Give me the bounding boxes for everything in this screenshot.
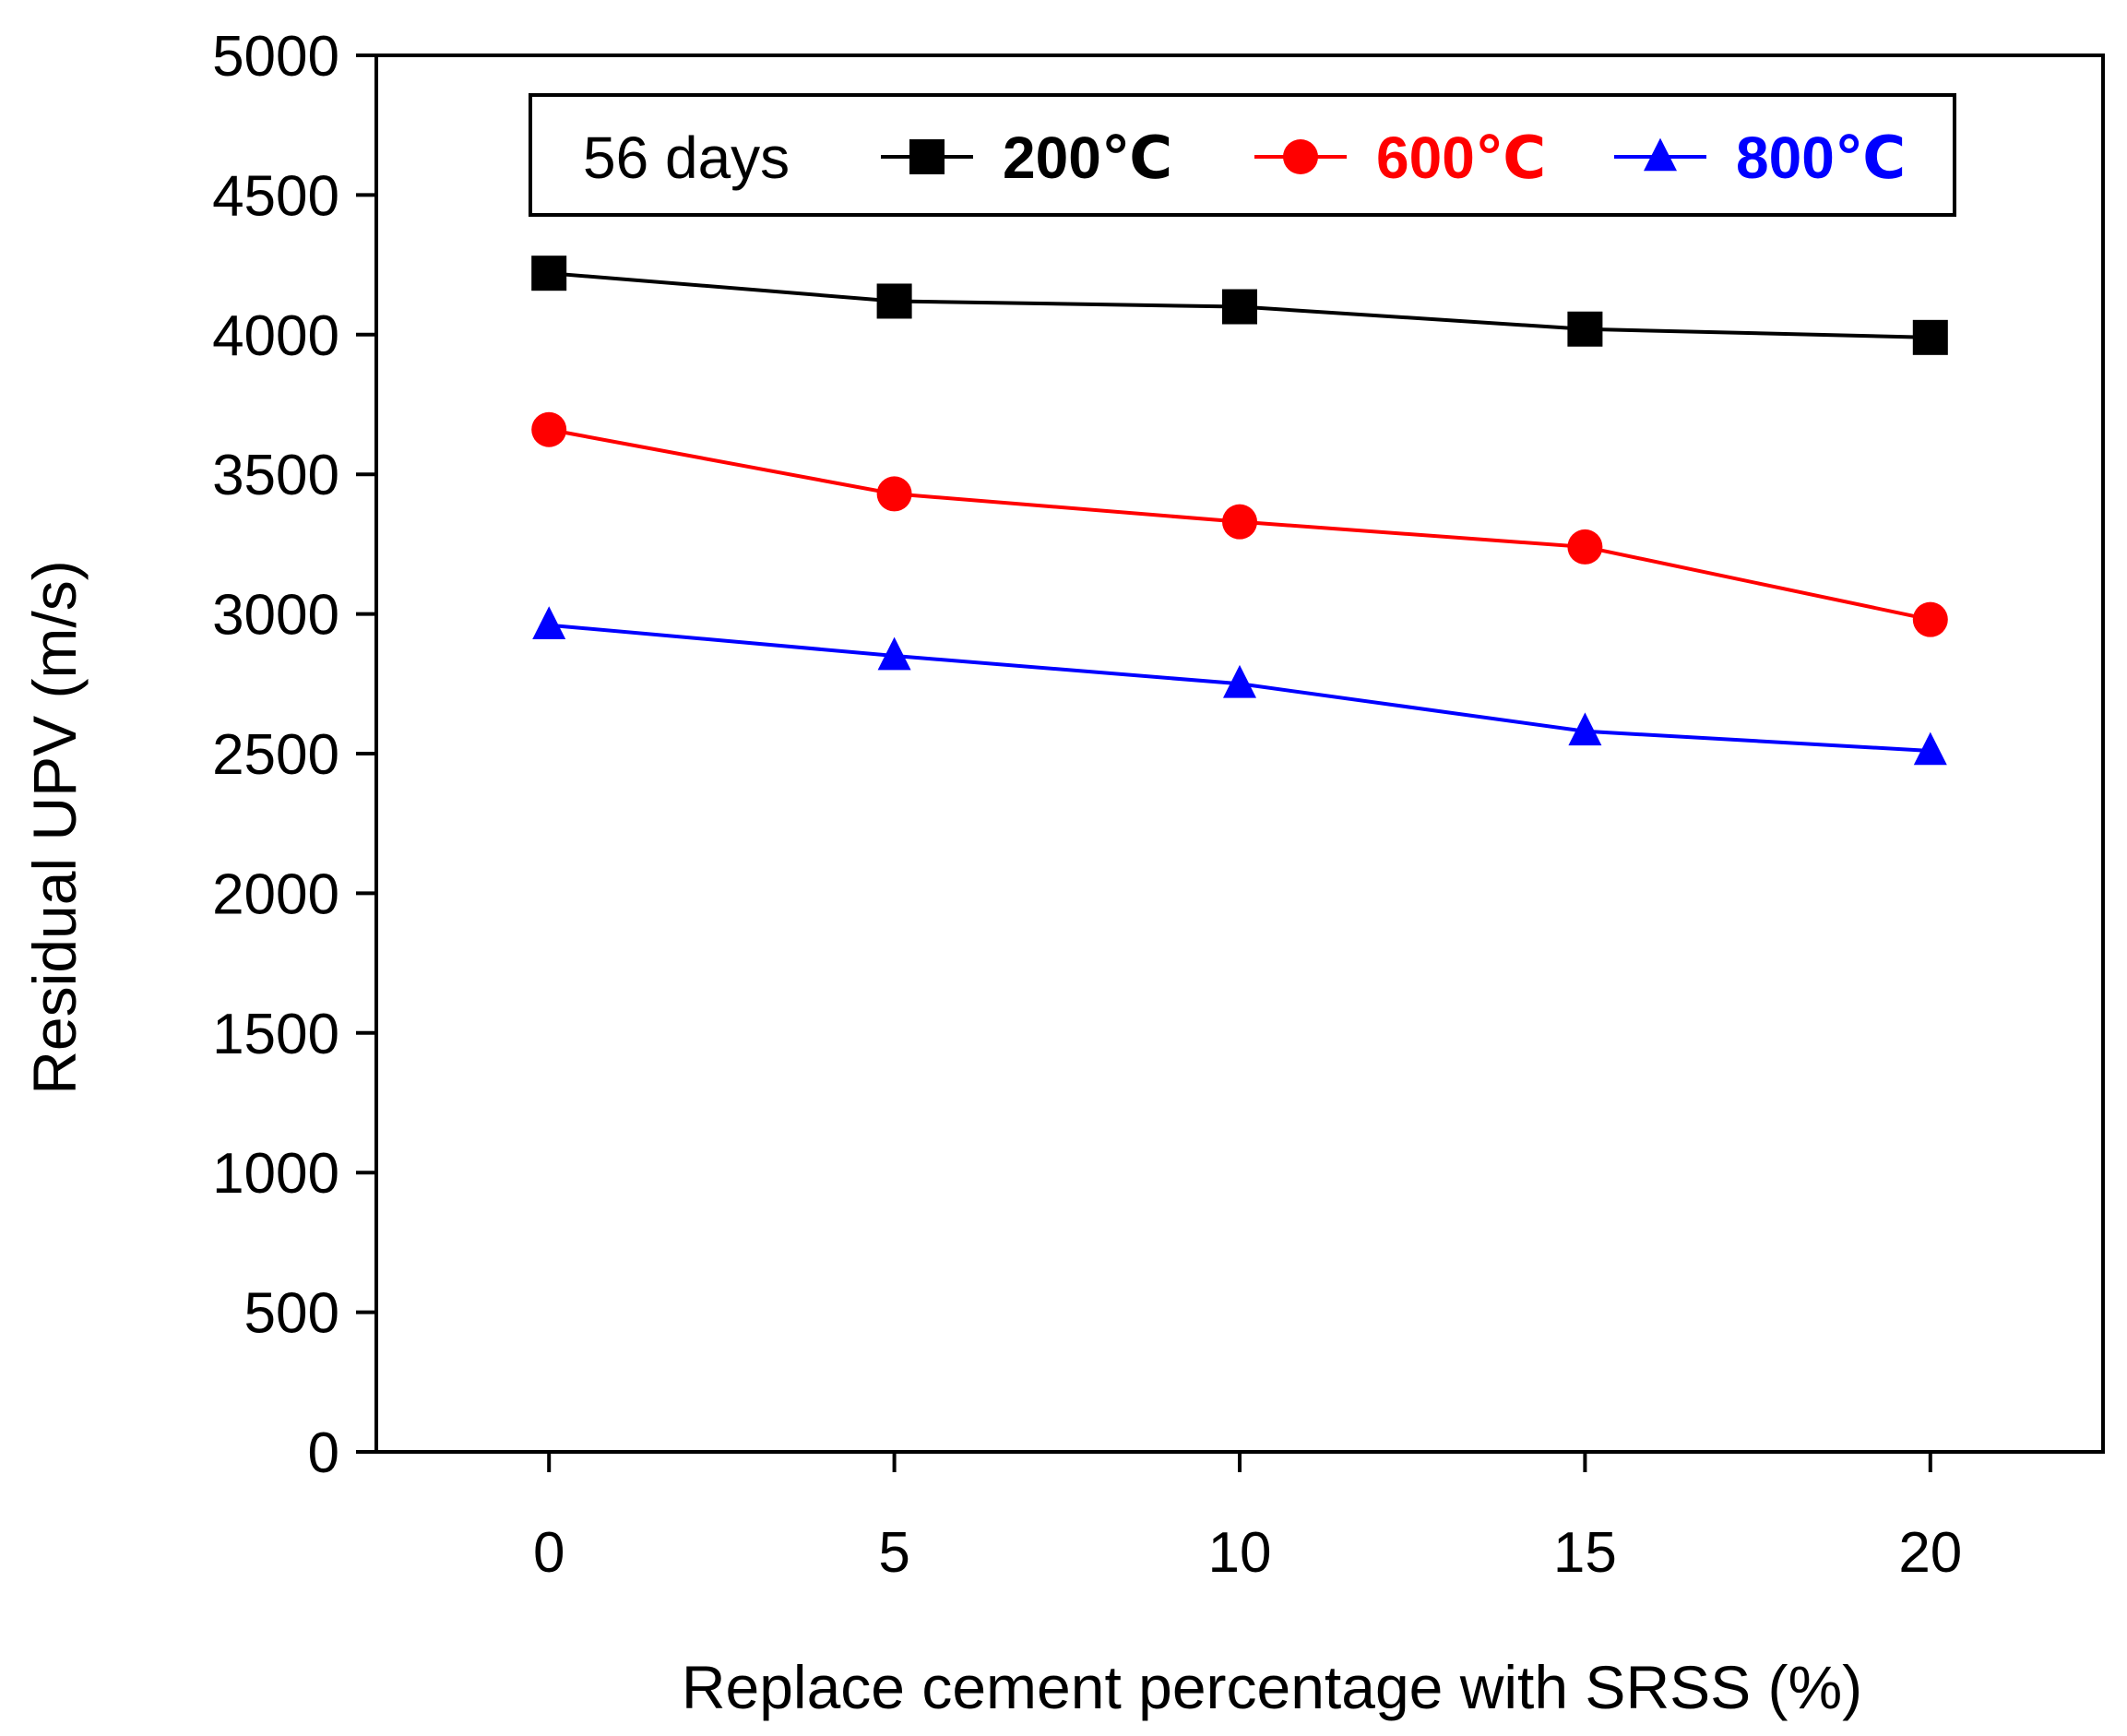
x-tick-label: 15	[1553, 1521, 1617, 1585]
data-point	[531, 256, 567, 291]
data-point	[1223, 664, 1256, 698]
legend-entries: 200℃ 600℃ 800℃	[881, 125, 1906, 191]
legend-label: 200℃	[1003, 125, 1172, 191]
series-1	[531, 256, 1948, 355]
legend-marker	[909, 139, 945, 174]
x-axis-title: Replace cement percentage with SRSS (%)	[682, 1653, 1862, 1721]
legend-box	[529, 93, 1956, 217]
legend-label: 800℃	[1736, 125, 1906, 191]
y-tick-label: 5000	[212, 25, 339, 89]
x-tick-label: 5	[878, 1521, 909, 1585]
y-tick-label: 2000	[212, 862, 339, 926]
x-tick-label: 10	[1208, 1521, 1272, 1585]
data-point	[1222, 504, 1257, 540]
legend-label: 600℃	[1376, 125, 1546, 191]
y-axis: 0 500 1000 1500 2000 2500 3000 3500 4000 4500 5000	[212, 25, 376, 1485]
y-tick-label: 500	[244, 1282, 339, 1346]
y-tick-label: 3000	[212, 584, 339, 648]
legend-marker	[1644, 137, 1677, 172]
legend: 56 days 200℃ 600℃ 800℃	[529, 93, 1956, 217]
y-tick-label: 0	[308, 1421, 339, 1485]
y-axis-title: Residual UPV (m/s)	[20, 560, 89, 1094]
data-point	[876, 476, 912, 512]
data-point	[531, 411, 567, 447]
y-tick-label: 1500	[212, 1003, 339, 1066]
series-3	[532, 606, 1947, 766]
data-point	[1567, 529, 1603, 565]
data-point	[1913, 731, 1947, 766]
data-point	[1912, 601, 1948, 637]
data-point	[1567, 311, 1603, 347]
legend-marker	[1283, 139, 1318, 174]
y-tick-label: 1000	[212, 1142, 339, 1206]
y-tick-label: 4500	[212, 164, 339, 228]
legend-entry: 600℃	[1254, 125, 1546, 191]
legend-entry: 200℃	[881, 125, 1172, 191]
data-point	[532, 606, 566, 640]
legend-entry: 800℃	[1614, 125, 1906, 191]
x-tick-label: 0	[533, 1521, 564, 1585]
y-tick-label: 3500	[212, 444, 339, 507]
series-2	[531, 411, 1948, 637]
data-point	[876, 283, 912, 319]
x-tick-label: 20	[1898, 1521, 1962, 1585]
data-point	[1222, 289, 1257, 325]
series-layer	[531, 256, 1948, 766]
x-axis: 0 5 10 15 20	[533, 1452, 1962, 1585]
data-point	[1568, 712, 1602, 746]
data-point	[877, 636, 911, 671]
legend-title: 56 days	[583, 125, 790, 191]
data-point	[1912, 319, 1948, 355]
y-tick-label: 2500	[212, 723, 339, 787]
y-tick-label: 4000	[212, 304, 339, 368]
